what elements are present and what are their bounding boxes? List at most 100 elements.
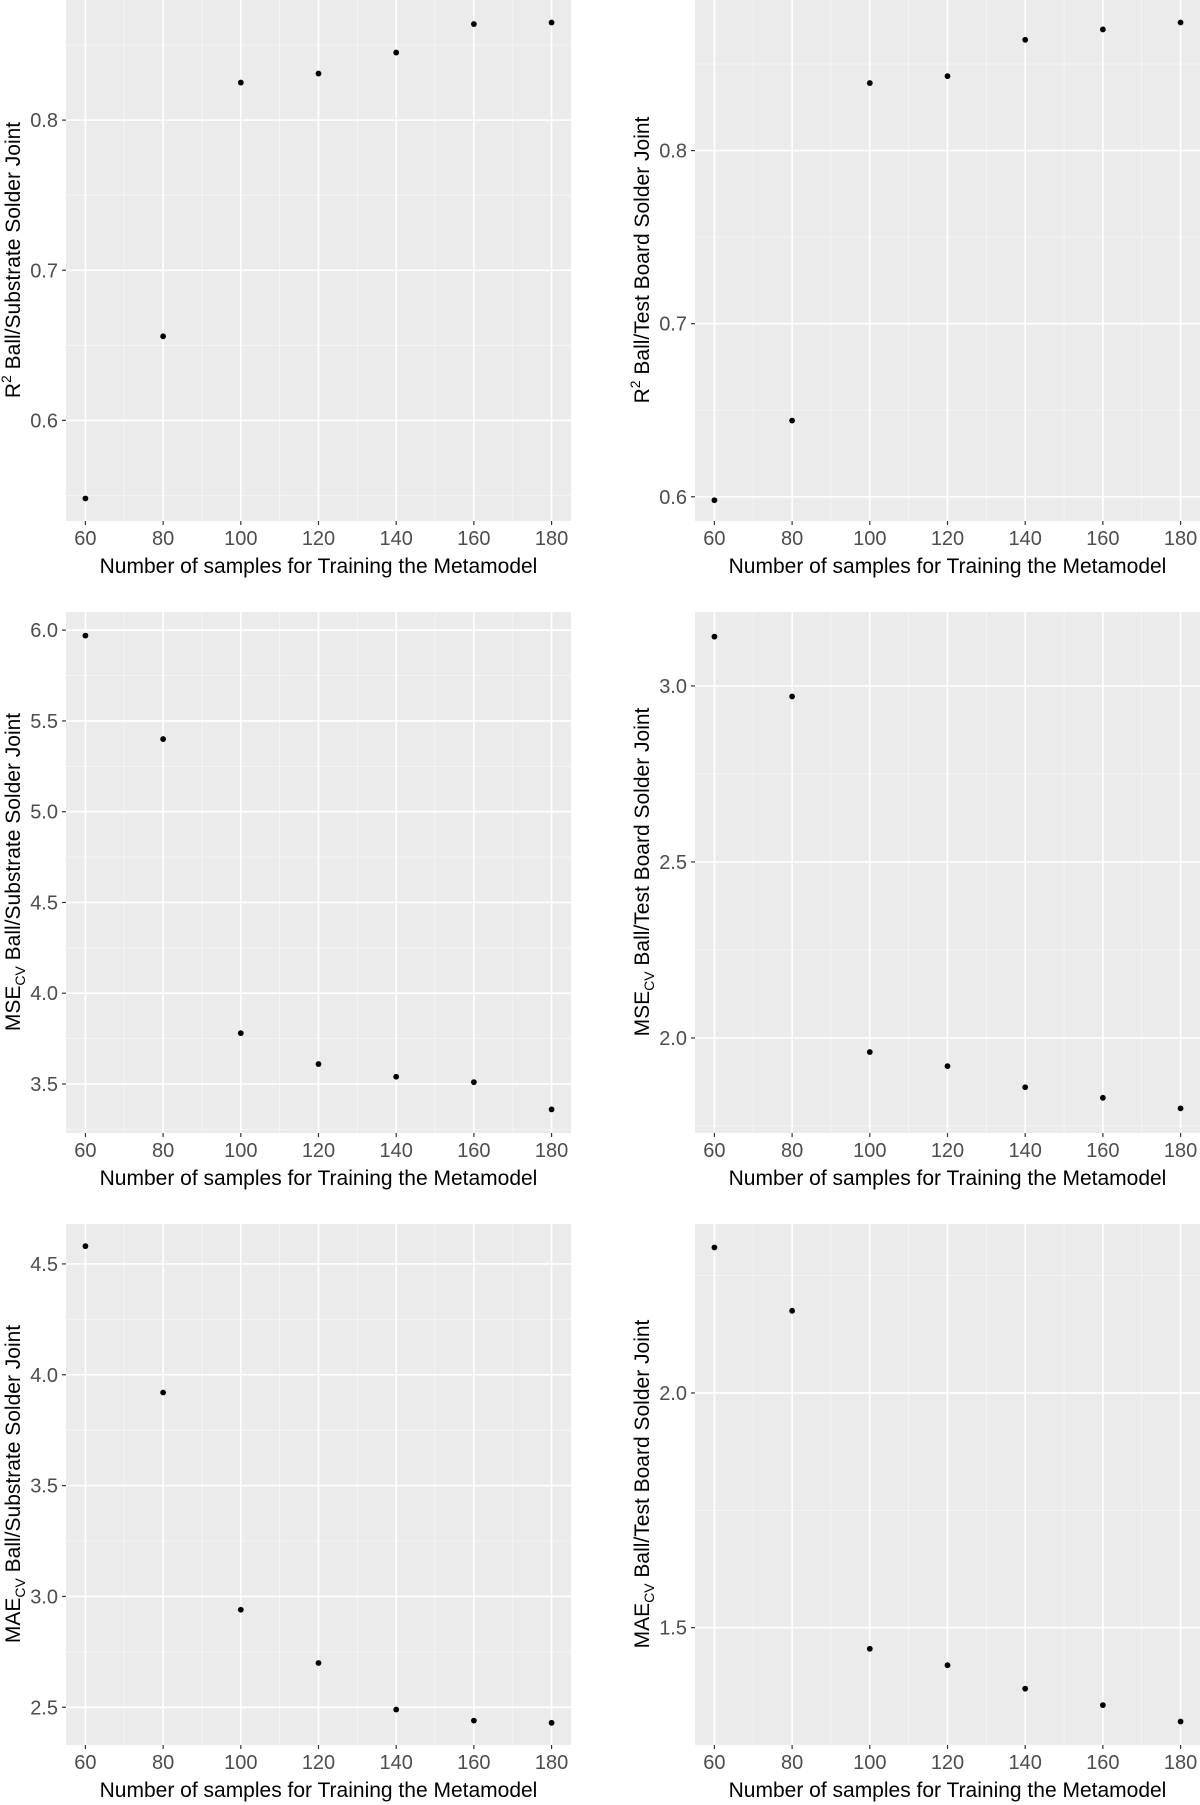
data-point (711, 1244, 718, 1251)
y-tick-label: 0.8 (659, 141, 687, 163)
x-tick-label: 160 (457, 528, 490, 550)
data-point (1099, 1702, 1106, 1709)
data-point (237, 1606, 244, 1613)
data-point (789, 417, 796, 424)
x-tick-label: 180 (535, 1752, 568, 1774)
data-point (315, 1061, 322, 1067)
x-tick-label: 140 (1009, 528, 1042, 550)
data-point (82, 1243, 89, 1250)
y-tick-label: 3.5 (30, 1476, 58, 1498)
data-point (944, 1662, 951, 1669)
data-point (315, 70, 322, 77)
x-tick-label: 80 (781, 1140, 803, 1162)
x-tick-label: 60 (74, 1140, 96, 1162)
x-tick-label: 100 (853, 1752, 886, 1774)
data-point (711, 497, 718, 504)
x-tick-label: 60 (703, 1752, 725, 1774)
y-tick-label: 4.5 (30, 1254, 58, 1276)
data-point (944, 1063, 951, 1070)
y-tick-label: 5.0 (30, 802, 58, 824)
x-tick-label: 120 (931, 528, 964, 550)
x-tick-label: 120 (931, 1752, 964, 1774)
data-point (470, 1717, 477, 1724)
y-tick-label: 2.0 (659, 1028, 687, 1050)
x-tick-label: 120 (302, 528, 335, 550)
data-point (548, 1106, 555, 1113)
x-tick-label: 60 (74, 528, 96, 550)
y-tick-label: 0.6 (30, 410, 58, 432)
x-tick-label: 140 (380, 1140, 413, 1162)
y-tick-label: 3.5 (30, 1074, 58, 1096)
data-point (789, 1307, 796, 1314)
y-tick-label: 6.0 (30, 620, 58, 642)
y-axis-title: MSECV Ball/Substrate Solder Joint (2, 713, 28, 1031)
y-tick-label: 2.5 (659, 852, 687, 874)
x-tick-label: 180 (535, 1140, 568, 1162)
chart-panel-3: 3.5 4.0 4.5 5.0 5.5 6.0 60 80 100 120 140 160 180 Num… (2, 612, 571, 1190)
y-tick-label: 4.0 (30, 1365, 58, 1387)
data-point (237, 1030, 244, 1037)
y-tick-label: 0.7 (659, 314, 687, 336)
data-point (237, 79, 244, 86)
x-tick-label: 100 (224, 1140, 257, 1162)
chart-panel-5: 2.5 3.0 3.5 4.0 4.5 60 80 100 120 140 160 180 Number… (2, 1224, 571, 1802)
x-tick-label: 140 (380, 1752, 413, 1774)
y-tick-label: 3.0 (659, 676, 687, 698)
data-point (393, 49, 400, 56)
x-tick-label: 80 (152, 1140, 174, 1162)
x-tick-label: 60 (703, 528, 725, 550)
data-point (1177, 19, 1184, 26)
data-point (1099, 1094, 1106, 1101)
data-point (1099, 26, 1106, 33)
chart-panel-2: 0.6 0.7 0.8 60 80 100 120 140 160 180 Number of sa… (627, 0, 1200, 578)
x-axis-title: Number of samples for Training the Metam… (729, 1779, 1167, 1802)
data-point (944, 73, 951, 80)
x-tick-label: 120 (302, 1140, 335, 1162)
x-tick-label: 180 (535, 528, 568, 550)
x-tick-label: 180 (1164, 1752, 1197, 1774)
data-point (548, 1719, 555, 1726)
chart-panel-1: 0.6 0.7 0.8 60 80 100 120 140 160 180 Number of sa… (0, 0, 571, 578)
x-tick-label: 120 (302, 1752, 335, 1774)
x-axis-title: Number of samples for Training the Metam… (100, 555, 538, 578)
data-point (470, 1079, 477, 1086)
x-tick-label: 100 (853, 528, 886, 550)
x-axis-title: Number of samples for Training the Metam… (729, 555, 1167, 578)
x-tick-label: 140 (1009, 1752, 1042, 1774)
x-tick-label: 180 (1164, 528, 1197, 550)
y-tick-label: 5.5 (30, 711, 58, 733)
data-point (866, 80, 873, 86)
x-tick-label: 160 (457, 1140, 490, 1162)
y-axis-title: MSECV Ball/Test Board Solder Joint (631, 707, 657, 1036)
y-tick-label: 4.0 (30, 983, 58, 1005)
y-tick-label: 2.5 (30, 1697, 58, 1719)
data-point (82, 632, 89, 639)
y-axis-title: R2 Ball/Test Board Solder Joint (627, 116, 654, 403)
y-tick-label: 0.8 (30, 110, 58, 132)
data-point (393, 1073, 400, 1080)
data-point (160, 333, 167, 340)
data-point (711, 633, 718, 640)
y-tick-label: 1.5 (659, 1618, 687, 1640)
x-tick-label: 160 (1086, 1752, 1119, 1774)
data-point (393, 1706, 400, 1713)
data-point (470, 21, 477, 27)
x-tick-label: 140 (380, 528, 413, 550)
data-point (315, 1660, 322, 1666)
data-point (789, 693, 796, 700)
x-tick-label: 180 (1164, 1140, 1197, 1162)
chart-panel-6: 1.5 2.0 60 80 100 120 140 160 180 Number of sampl… (631, 1224, 1200, 1802)
data-point (866, 1049, 873, 1055)
data-point (1177, 1105, 1184, 1112)
y-axis-title: MAECV Ball/Test Board Solder Joint (631, 1319, 657, 1648)
chart-panel-4: 2.0 2.5 3.0 60 80 100 120 140 160 180 Number of sa… (631, 612, 1200, 1190)
x-axis-title: Number of samples for Training the Metam… (100, 1167, 538, 1190)
y-tick-label: 3.0 (30, 1586, 58, 1608)
x-tick-label: 160 (457, 1752, 490, 1774)
data-point (548, 19, 555, 26)
y-tick-label: 0.6 (659, 487, 687, 509)
x-tick-label: 100 (224, 1752, 257, 1774)
y-tick-label: 2.0 (659, 1383, 687, 1405)
y-tick-label: 0.7 (30, 260, 58, 282)
